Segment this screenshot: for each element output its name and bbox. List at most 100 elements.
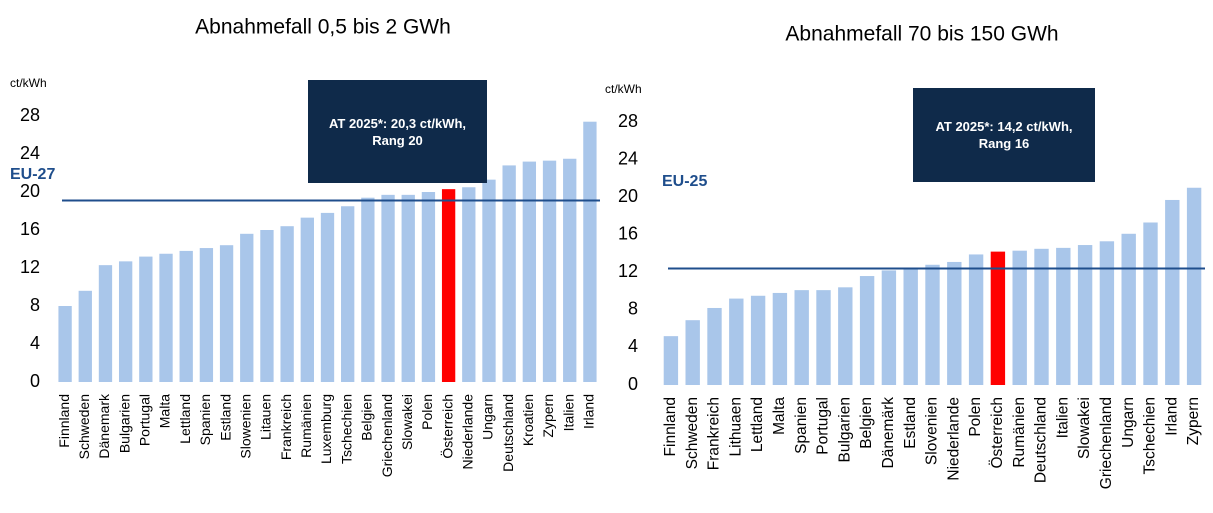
bar [838,287,853,385]
bar [78,290,92,382]
x-tick-label: Estland [217,394,233,441]
y-axis-unit: ct/kWh [10,76,47,90]
bar [903,267,918,385]
y-tick-label: 24 [618,148,638,168]
x-tick-label: Tschechien [338,394,354,464]
x-tick-label: Belgien [858,397,875,449]
x-tick-label: Deutschland [1033,397,1050,483]
x-tick-label: Malta [157,394,173,428]
bar [542,160,557,382]
chart-title: Abnahmefall 70 bis 150 GWh [785,23,1058,46]
bar [583,121,597,382]
bar [240,233,254,382]
bar [58,306,72,382]
x-tick-label: Österreich [988,397,1006,469]
y-axis-unit: ct/kWh [605,82,642,96]
bar [990,251,1006,385]
reference-label: EU-27 [10,166,55,183]
y-tick-label: 0 [628,374,638,394]
x-tick-label: Slovenien [924,397,941,465]
bar [1012,250,1027,385]
bar [421,192,436,382]
x-tick-label: Bulgarien [836,397,853,463]
bar [1165,199,1180,385]
x-tick-label: Luxemburg [318,394,334,464]
x-tick-label: Ungarn [480,394,496,440]
bar [772,292,788,385]
x-tick-label: Irland [1163,397,1180,436]
y-tick-label: 24 [20,143,40,163]
bar [502,165,516,382]
y-tick-label: 16 [618,223,638,243]
chart-title: Abnahmefall 0,5 bis 2 GWh [195,16,451,39]
y-tick-label: 8 [628,299,638,319]
x-tick-label: Frankreich [706,397,723,470]
x-tick-label: Ungarn [1120,397,1137,448]
x-tick-label: Litauen [258,394,274,440]
bar [300,217,314,382]
bar [1186,187,1202,385]
x-tick-label: Niederlande [945,397,962,481]
bar [361,197,375,382]
y-tick-label: 4 [628,336,638,356]
bar [563,158,577,382]
bar [260,230,274,382]
bar [1077,245,1093,385]
x-tick-label: Lithuaen [727,397,744,456]
bar [881,270,897,385]
annotation-box: AT 2025*: 14,2 ct/kWh, Rang 16 [913,88,1095,182]
bar [159,253,173,382]
x-tick-label: Dänemark [96,393,112,459]
bar [341,206,355,382]
bar [1143,222,1158,385]
y-tick-label: 12 [618,261,638,281]
bar [685,320,700,385]
y-tick-label: 4 [30,333,40,353]
x-tick-label: Rumänien [1011,397,1028,468]
bar [1099,241,1115,385]
bar [663,336,679,385]
x-tick-label: Bulgarien [116,394,132,453]
x-tick-label: Rumänien [298,394,314,458]
y-tick-label: 12 [20,257,40,277]
bar [947,261,962,385]
x-tick-label: Schweden [76,394,92,459]
x-tick-label: Deutschland [500,394,516,472]
bar [199,248,214,382]
y-tick-label: 8 [30,295,40,315]
x-tick-label: Griechenland [1098,397,1115,489]
x-tick-label: Zypern [1185,397,1202,445]
x-tick-label: Italien [560,394,576,431]
bar [98,265,113,382]
x-tick-label: Finnland [56,394,72,448]
y-tick-label: 16 [20,219,40,239]
bar [139,256,153,382]
x-tick-label: Finnland [662,397,679,456]
x-tick-label: Belgien [359,394,375,441]
bar [522,161,537,382]
bar [482,179,496,382]
bar [968,254,984,385]
x-tick-label: Niederlande [459,394,475,470]
x-tick-label: Polen [419,394,435,430]
x-tick-label: Italien [1054,397,1071,438]
bar [280,226,294,382]
bar [441,189,456,382]
x-tick-label: Österreich [438,394,455,459]
x-tick-label: Slowakei [1076,397,1093,459]
x-tick-label: Portugal [815,397,832,455]
x-tick-label: Slowakei [399,394,415,450]
x-tick-label: Frankreich [278,394,294,460]
bar [729,298,744,385]
bar [179,250,193,382]
x-tick-label: Spanien [197,394,213,445]
bar [925,264,940,385]
annotation-text: AT 2025*: 20,3 ct/kWh, Rang 20 [308,80,487,183]
x-tick-label: Griechenland [379,394,395,477]
x-tick-label: Zypern [540,394,556,438]
x-tick-label: Portugal [137,394,153,446]
bar [816,290,831,385]
bar [401,194,415,382]
x-tick-label: Lettland [749,397,766,452]
